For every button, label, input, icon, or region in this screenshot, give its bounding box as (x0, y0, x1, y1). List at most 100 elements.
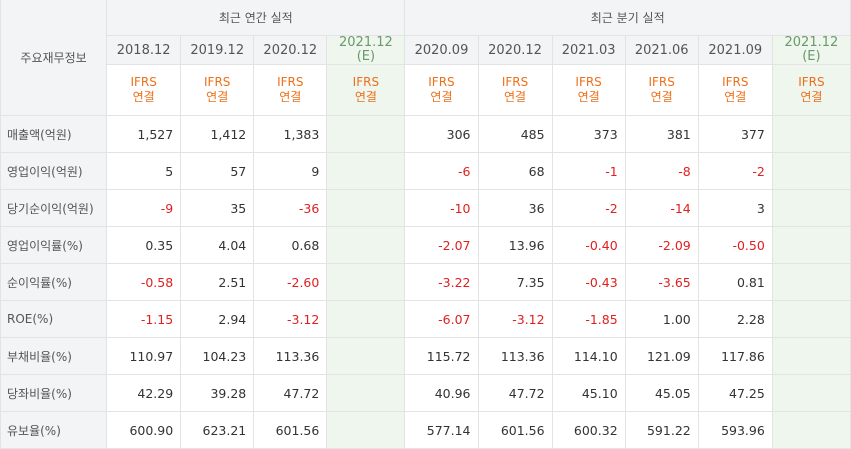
consolidated-label: 연결 (279, 90, 302, 104)
period-header: 2021.09 (697, 35, 773, 65)
value-cell: 7.35 (477, 263, 553, 301)
value-cell: 0.68 (253, 226, 328, 264)
period-header: 2021.03 (551, 35, 626, 65)
consolidated-label: 연결 (354, 90, 377, 104)
value-cell: 3 (697, 189, 773, 227)
period-header: 2021.06 (624, 35, 699, 65)
value-cell (326, 189, 406, 227)
value-cell: 377 (697, 115, 773, 153)
value-cell: -3.22 (404, 263, 479, 301)
value-cell: -8 (624, 152, 699, 190)
value-cell (326, 374, 406, 412)
table-row: 영업이익률(%) 0.35 4.04 0.68 -2.07 13.96 -0.40 -2.09… (0, 226, 851, 264)
row-label: 부채비율(%) (0, 337, 108, 375)
value-cell: -6 (404, 152, 479, 190)
value-cell (771, 374, 851, 412)
period-header: 2019.12 (180, 35, 255, 65)
value-cell: 485 (477, 115, 553, 153)
value-cell: 4.04 (180, 226, 255, 264)
value-cell: 306 (404, 115, 479, 153)
ifrs-label: IFRS (648, 75, 675, 89)
value-cell: 47.25 (697, 374, 773, 412)
consolidated-label: 연결 (430, 90, 453, 104)
value-cell: -0.43 (551, 263, 626, 301)
value-cell: -1.15 (106, 300, 182, 338)
value-cell: 5 (106, 152, 182, 190)
value-cell: 68 (477, 152, 553, 190)
value-cell: 40.96 (404, 374, 479, 412)
table-header: 주요재무정보 최근 연간 실적 최근 분기 실적 2018.12 2019.12 2… (0, 0, 851, 116)
value-cell: -2.07 (404, 226, 479, 264)
value-cell (326, 152, 406, 190)
consolidated-label: 연결 (132, 90, 155, 104)
ifrs-label: IFRS (722, 75, 749, 89)
period-label: 2021.09 (708, 42, 763, 58)
value-cell: -2.09 (624, 226, 699, 264)
value-cell: -14 (624, 189, 699, 227)
row-label: 매출액(억원) (0, 115, 108, 153)
period-label: 2020.12 (488, 42, 542, 58)
value-cell: -2 (697, 152, 773, 190)
value-cell: 0.35 (106, 226, 182, 264)
ifrs-row: IFRS 연결 IFRS 연결 IFRS 연결 IFRS 연결 IFRS 연결 IFRS 연결 IFRS… (1, 64, 851, 116)
consolidated-label: 연결 (800, 90, 823, 104)
period-label: 2020.09 (414, 42, 469, 58)
ifrs-label: IFRS (428, 75, 455, 89)
period-header: 2018.12 (106, 35, 182, 65)
value-cell (771, 189, 851, 227)
table-body: 매출액(억원) 1,527 1,412 1,383 306 485 373 381 377 영업이… (0, 115, 851, 449)
value-cell: 381 (624, 115, 699, 153)
ifrs-basis-label: IFRS 연결 (551, 64, 626, 116)
value-cell: -36 (253, 189, 328, 227)
value-cell (326, 337, 406, 375)
value-cell: 1,412 (180, 115, 255, 153)
ifrs-label: IFRS (204, 75, 231, 89)
annual-group-header: 최근 연간 실적 (106, 0, 406, 36)
value-cell: 39.28 (180, 374, 255, 412)
consolidated-label: 연결 (724, 90, 747, 104)
value-cell: 47.72 (253, 374, 328, 412)
ifrs-basis-label: IFRS 연결 (477, 64, 553, 116)
ifrs-label: IFRS (798, 75, 825, 89)
consolidated-label: 연결 (503, 90, 527, 104)
value-cell (771, 115, 851, 153)
row-label: 영업이익률(%) (0, 226, 108, 264)
value-cell: 1,527 (106, 115, 182, 153)
value-cell (771, 300, 851, 338)
value-cell: 2.28 (697, 300, 773, 338)
row-label: 당기순이익(억원) (0, 189, 108, 227)
table-row: ROE(%) -1.15 2.94 -3.12 -6.07 -3.12 -1.85 1.00 2… (0, 300, 851, 338)
value-cell: 45.10 (551, 374, 626, 412)
consolidated-label: 연결 (577, 90, 600, 104)
row-label: 순이익률(%) (0, 263, 108, 301)
value-cell: 35 (180, 189, 255, 227)
period-header: 2020.09 (404, 35, 479, 65)
value-cell: -0.40 (551, 226, 626, 264)
value-cell: 2.51 (180, 263, 255, 301)
consolidated-label: 연결 (650, 90, 673, 104)
ifrs-basis-label: IFRS 연결 (180, 64, 255, 116)
value-cell: 9 (253, 152, 328, 190)
value-cell (771, 263, 851, 301)
period-header: 2020.12 (253, 35, 328, 65)
ifrs-label: IFRS (277, 75, 304, 89)
value-cell: -3.12 (253, 300, 328, 338)
table-row: 당좌비율(%) 42.29 39.28 47.72 40.96 47.72 45.10 45.… (0, 374, 851, 412)
period-estimate-note: (E) (802, 49, 821, 64)
corner-label: 주요재무정보 (0, 0, 108, 116)
value-cell (771, 337, 851, 375)
value-cell (771, 152, 851, 190)
value-cell: 121.09 (624, 337, 699, 375)
period-label: 2021.12 (784, 35, 839, 50)
value-cell: 1.00 (624, 300, 699, 338)
value-cell: 57 (180, 152, 255, 190)
value-cell: 373 (551, 115, 626, 153)
ifrs-basis-label: IFRS 연결 (404, 64, 479, 116)
period-label: 2020.12 (263, 42, 318, 58)
value-cell: 113.36 (477, 337, 553, 375)
period-label: 2021.12 (339, 35, 393, 50)
value-cell: 45.05 (624, 374, 699, 412)
ifrs-label: IFRS (130, 75, 157, 89)
value-cell: 36 (477, 189, 553, 227)
